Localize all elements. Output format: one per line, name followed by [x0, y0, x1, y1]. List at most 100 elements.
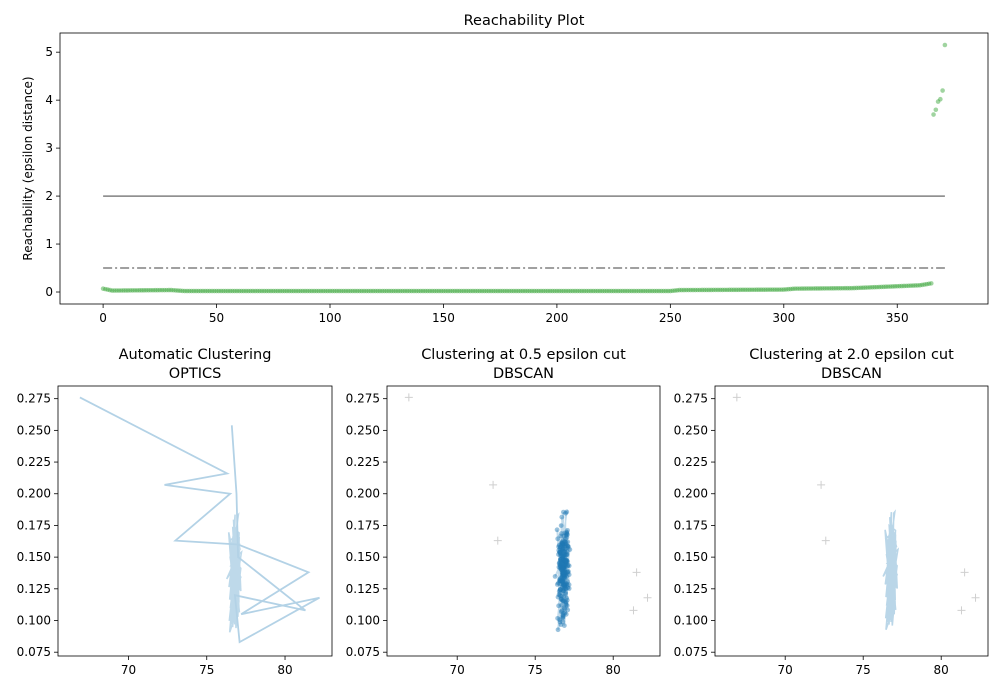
cluster-point — [557, 581, 563, 587]
cluster-point — [559, 539, 565, 545]
reachability-point — [150, 287, 156, 293]
cluster-point — [563, 559, 569, 565]
reachability-point — [395, 288, 401, 294]
reachability-point — [211, 288, 217, 294]
reachability-point — [568, 288, 573, 294]
reachability-point — [817, 286, 823, 291]
reachability-point — [282, 288, 287, 294]
reachability-point — [470, 288, 476, 294]
cluster-point — [556, 542, 562, 548]
reachability-point — [196, 288, 201, 294]
cluster-point — [560, 550, 566, 556]
reachability-point — [227, 288, 233, 294]
cluster-point — [562, 582, 568, 588]
reachability-point — [885, 284, 891, 289]
reachability-point — [373, 288, 378, 294]
cluster-point — [557, 576, 563, 582]
reachability-point — [924, 281, 930, 287]
cluster-point — [559, 578, 565, 584]
cluster-point — [565, 543, 571, 549]
axes-title: Clustering at 0.5 epsilon cut — [421, 347, 626, 363]
cluster-point — [556, 592, 562, 598]
reachability-point — [863, 285, 868, 290]
cluster-point — [561, 509, 566, 515]
cluster-point — [557, 590, 563, 596]
reachability-point — [400, 288, 405, 294]
reachability-point — [810, 286, 816, 291]
cluster-point — [558, 558, 564, 564]
cluster-point — [563, 540, 569, 545]
cluster-point — [563, 586, 569, 592]
x-tick-label: 150 — [432, 311, 455, 325]
reachability-point — [216, 288, 222, 294]
reachability-point — [264, 288, 269, 294]
reachability-point — [767, 287, 773, 292]
reachability-point — [738, 287, 743, 293]
reachability-point — [432, 288, 437, 294]
cluster-point — [563, 572, 569, 577]
x-tick-label: 0 — [99, 311, 107, 325]
reachability-point — [491, 288, 496, 294]
reachability-point — [556, 288, 562, 294]
reachability-point — [899, 283, 905, 289]
y-axis-label: Reachability (epsilon distance) — [21, 76, 35, 260]
reachability-point — [795, 286, 800, 291]
reachability-point — [620, 288, 625, 294]
y-tick-label: 2 — [45, 189, 53, 203]
reachability-point — [343, 288, 349, 294]
reachability-point — [842, 285, 848, 291]
cluster-point — [560, 571, 566, 577]
reachability-point — [679, 287, 684, 293]
cluster-point — [559, 570, 565, 575]
cluster-point — [565, 532, 570, 537]
cluster-point — [559, 566, 565, 572]
reachability-point — [772, 287, 778, 292]
reachability-point — [114, 288, 120, 293]
reachability-point — [327, 288, 333, 294]
cluster-point — [561, 594, 567, 600]
cluster-point — [562, 583, 568, 589]
reachability-point — [275, 288, 281, 294]
cluster-point — [560, 556, 565, 562]
cluster-point — [563, 563, 568, 569]
cluster-point — [560, 612, 566, 618]
reachability-point — [438, 288, 444, 294]
reachability-point — [314, 288, 319, 294]
cluster-point — [559, 514, 565, 520]
reachability-point — [352, 288, 358, 294]
reachability-point — [779, 287, 784, 292]
noise-point — [629, 606, 638, 615]
reachability-point — [745, 287, 750, 293]
cluster-point — [561, 549, 567, 554]
reachability-point — [897, 283, 902, 289]
x-tick-label: 80 — [606, 663, 621, 677]
cluster-point — [562, 582, 568, 588]
reachability-point — [504, 288, 510, 294]
reachability-point — [808, 286, 814, 291]
cluster-point — [559, 567, 565, 573]
reachability-point — [708, 287, 714, 293]
reachability-point — [298, 288, 303, 294]
reachability-point — [860, 285, 866, 290]
reachability-point — [559, 288, 564, 294]
reachability-point — [180, 288, 185, 294]
reachability-point — [654, 288, 660, 294]
reachability-point — [867, 285, 873, 290]
axes-title: DBSCAN — [821, 366, 882, 382]
cluster-point — [552, 573, 558, 579]
cluster-point — [560, 546, 566, 551]
cluster-point — [567, 547, 573, 552]
reachability-point — [727, 287, 732, 293]
reachability-point — [407, 288, 412, 294]
cluster-point — [565, 544, 571, 549]
cluster-point — [560, 542, 566, 548]
cluster-point — [560, 619, 566, 625]
reachability-point — [509, 288, 514, 294]
y-tick-label: 0.100 — [346, 614, 380, 628]
reachability-point — [736, 287, 741, 293]
reachability-point — [148, 287, 154, 293]
reachability-point — [300, 288, 306, 294]
y-tick-label: 0.225 — [17, 455, 51, 469]
x-tick-label: 75 — [528, 663, 543, 677]
reachability-point — [198, 288, 203, 294]
